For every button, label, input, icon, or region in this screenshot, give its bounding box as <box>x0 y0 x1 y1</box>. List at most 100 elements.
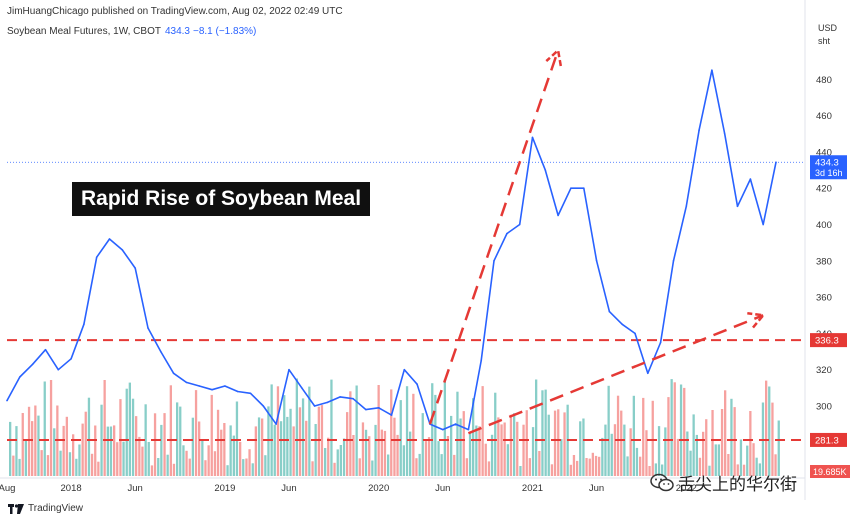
trend-arrow <box>428 49 560 425</box>
volume-bar <box>176 402 179 476</box>
volume-bar <box>62 425 65 476</box>
volume-bar <box>295 378 298 476</box>
volume-bar <box>645 430 648 476</box>
volume-bar <box>163 413 166 476</box>
volume-bar <box>648 466 651 476</box>
price-point <box>44 348 47 351</box>
symbol-legend: Soybean Meal Futures, 1W, CBOT 434.3 −8.1 … <box>7 26 256 37</box>
unit-label: sht <box>818 36 831 46</box>
volume-bar <box>393 417 396 476</box>
volume-bar <box>692 414 695 476</box>
volume-bar <box>78 444 81 476</box>
volume-bar <box>311 461 314 476</box>
volume-bar <box>541 390 544 476</box>
volume-bar <box>18 458 21 476</box>
volume-bar <box>37 415 40 476</box>
x-tick-label: Jun <box>128 483 143 494</box>
support-line-label: 281.3 <box>815 435 839 446</box>
volume-bar <box>679 384 683 476</box>
price-point <box>698 129 700 131</box>
volume-bar <box>594 455 598 476</box>
volume-bar <box>239 441 242 476</box>
volume-bar <box>273 424 276 476</box>
y-tick-label: 300 <box>816 402 832 413</box>
volume-bar <box>53 428 56 476</box>
volume-bar <box>736 464 739 476</box>
volume-bar <box>169 385 172 476</box>
price-point <box>403 368 406 371</box>
volume-bar <box>698 457 702 476</box>
volume-bar <box>116 442 119 476</box>
volume-bar <box>204 460 207 476</box>
volume-bar <box>374 424 377 476</box>
x-tick-label: 2021 <box>522 483 543 494</box>
volume-bar <box>232 435 235 476</box>
price-point <box>249 392 252 395</box>
volume-bar <box>314 424 317 476</box>
volume-bar <box>557 409 560 476</box>
volume-bar <box>34 405 37 476</box>
volume-bar <box>427 437 431 476</box>
volume-bar <box>339 445 342 476</box>
x-tick-label: Jun <box>435 483 450 494</box>
volume-bar <box>683 387 686 476</box>
price-point <box>121 249 124 251</box>
volume-bar <box>585 458 588 476</box>
volume-bar <box>765 380 768 476</box>
volume-label-bg <box>810 465 850 478</box>
support-line-label: 336.3 <box>815 336 839 347</box>
volume-bar <box>135 416 138 476</box>
price-point <box>608 310 611 313</box>
volume-bar <box>522 424 525 476</box>
volume-bar <box>90 453 94 476</box>
price-point <box>236 390 239 393</box>
volume-bar <box>481 386 484 476</box>
wechat-icon <box>650 473 674 491</box>
volume-bar <box>21 413 24 476</box>
volume-bar <box>768 386 771 476</box>
volume-bar <box>179 406 182 476</box>
volume-bar <box>207 445 210 476</box>
volume-bar <box>131 398 135 476</box>
volume-bar <box>487 461 491 476</box>
volume-bar <box>27 406 31 476</box>
volume-bar <box>661 464 664 476</box>
price-point <box>31 363 34 366</box>
volume-bar <box>84 411 87 476</box>
volume-bar <box>686 431 689 476</box>
price-point <box>262 405 265 407</box>
volume-bar <box>490 434 494 476</box>
volume-bar <box>626 456 629 476</box>
volume-bar <box>440 454 443 476</box>
x-tick-label: 2020 <box>368 483 389 494</box>
volume-bar <box>516 421 519 476</box>
y-tick-label: 460 <box>816 111 832 122</box>
volume-bar <box>443 379 446 476</box>
volume-bar <box>383 430 387 476</box>
volume-bar <box>450 415 453 476</box>
volume-bar <box>453 454 456 476</box>
volume-bar <box>355 385 358 476</box>
volume-bar <box>371 460 374 476</box>
watermark: 舌尖上的华尔街 <box>650 470 797 495</box>
volume-bar <box>245 458 248 476</box>
volume-bar <box>525 410 528 476</box>
volume-bar <box>642 397 645 476</box>
price-point <box>557 214 559 217</box>
volume-bar <box>654 463 657 476</box>
volume-bar <box>257 417 261 476</box>
price-point <box>531 136 534 139</box>
price-point <box>518 223 521 226</box>
volume-bar <box>572 455 576 476</box>
volume-bar <box>632 395 635 476</box>
volume-bar <box>12 455 15 476</box>
volume-bar <box>695 434 698 476</box>
volume-bar <box>210 394 213 476</box>
y-tick-label: 420 <box>816 184 832 195</box>
tradingview-footer[interactable]: TradingView <box>8 503 83 514</box>
volume-bar <box>317 406 320 476</box>
price-point <box>70 358 72 360</box>
volume-bar <box>119 399 122 476</box>
volume-bar <box>579 421 582 476</box>
